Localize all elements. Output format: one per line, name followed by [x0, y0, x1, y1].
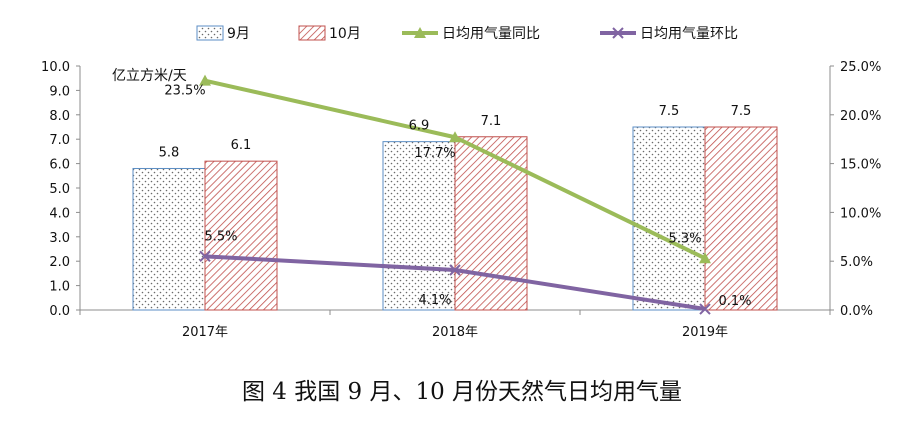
- y-tick-label: 10.0: [41, 60, 70, 75]
- y2-tick-label: 15.0%: [840, 158, 881, 173]
- bar: [382, 141, 456, 311]
- y-tick-label: 0.0: [49, 304, 70, 319]
- y2-tick-label: 10.0%: [840, 206, 881, 221]
- x-marker: [699, 303, 711, 315]
- x-tick-label: 2017年: [182, 325, 228, 340]
- bar-value-label: 6.9: [409, 119, 430, 134]
- y-tick-label: 1.0: [49, 280, 70, 295]
- line-value-label: 5.3%: [668, 231, 701, 246]
- y-tick-label: 4.0: [49, 206, 70, 221]
- x-marker: [449, 264, 461, 276]
- legend-triangle-marker: [414, 27, 426, 38]
- bar: [204, 160, 278, 311]
- bar: [132, 167, 206, 311]
- triangle-marker: [699, 252, 711, 264]
- bar: [632, 126, 706, 311]
- triangle-marker: [449, 131, 461, 143]
- legend-x-marker: [612, 27, 624, 39]
- bar-value-label: 7.1: [481, 114, 502, 129]
- triangle-marker: [199, 74, 211, 86]
- y-tick-label: 2.0: [49, 255, 70, 270]
- bar-value-label: 7.5: [731, 104, 752, 119]
- line-value-label: 5.5%: [204, 229, 237, 244]
- legend-swatch: [196, 25, 224, 41]
- y-tick-label: 3.0: [49, 231, 70, 246]
- bar-value-label: 6.1: [231, 138, 252, 153]
- y-tick-label: 6.0: [49, 158, 70, 173]
- y2-tick-label: 25.0%: [840, 60, 881, 75]
- axes: 0.0 1.0 2.0 3.0 4.0 5.0 6.0 7.0 8.0 9.0 10.0 0.0% 5.…: [41, 60, 881, 340]
- line-value-label: 17.7%: [414, 146, 455, 161]
- bar-value-label: 5.8: [159, 145, 180, 160]
- y-axis-unit-label: 亿立方米/天: [112, 68, 187, 84]
- legend-label: 日均用气量同比: [442, 26, 540, 42]
- lines: [199, 74, 711, 315]
- y-tick-label: 8.0: [49, 109, 70, 124]
- bar-value-label: 7.5: [659, 104, 680, 119]
- x-tick-label: 2019年: [682, 325, 728, 340]
- legend-label: 10月: [329, 26, 361, 42]
- y2-tick-label: 5.0%: [840, 255, 873, 270]
- line-value-label: 23.5%: [164, 84, 205, 99]
- y-tick-label: 7.0: [49, 133, 70, 148]
- legend-swatch: [298, 25, 326, 41]
- y-tick-label: 9.0: [49, 84, 70, 99]
- legend-label: 日均用气量环比: [640, 26, 738, 42]
- data-labels: 5.8 6.9 7.5 6.1 7.1 7.5 23.5% 17.7% 5.3% 5.5% 4.1%…: [159, 84, 752, 309]
- line-value-label: 4.1%: [418, 293, 451, 308]
- bar: [454, 136, 528, 311]
- chart: 9月 10月 日均用气量同比 日均用气量环比 0.0 1.0 2.0 3.0 4.0 5.0 6.…: [41, 25, 881, 340]
- x-tick-label: 2018年: [432, 325, 478, 340]
- y2-tick-label: 20.0%: [840, 109, 881, 124]
- legend-label: 9月: [227, 26, 250, 42]
- line-value-label: 0.1%: [718, 294, 751, 309]
- legend: 9月 10月 日均用气量同比 日均用气量环比: [196, 25, 738, 42]
- y-tick-label: 5.0: [49, 182, 70, 197]
- y2-tick-label: 0.0%: [840, 304, 873, 319]
- x-marker: [199, 250, 211, 263]
- figure-caption: 图 4 我国 9 月、10 月份天然气日均用气量: [241, 379, 683, 405]
- bar: [704, 126, 778, 311]
